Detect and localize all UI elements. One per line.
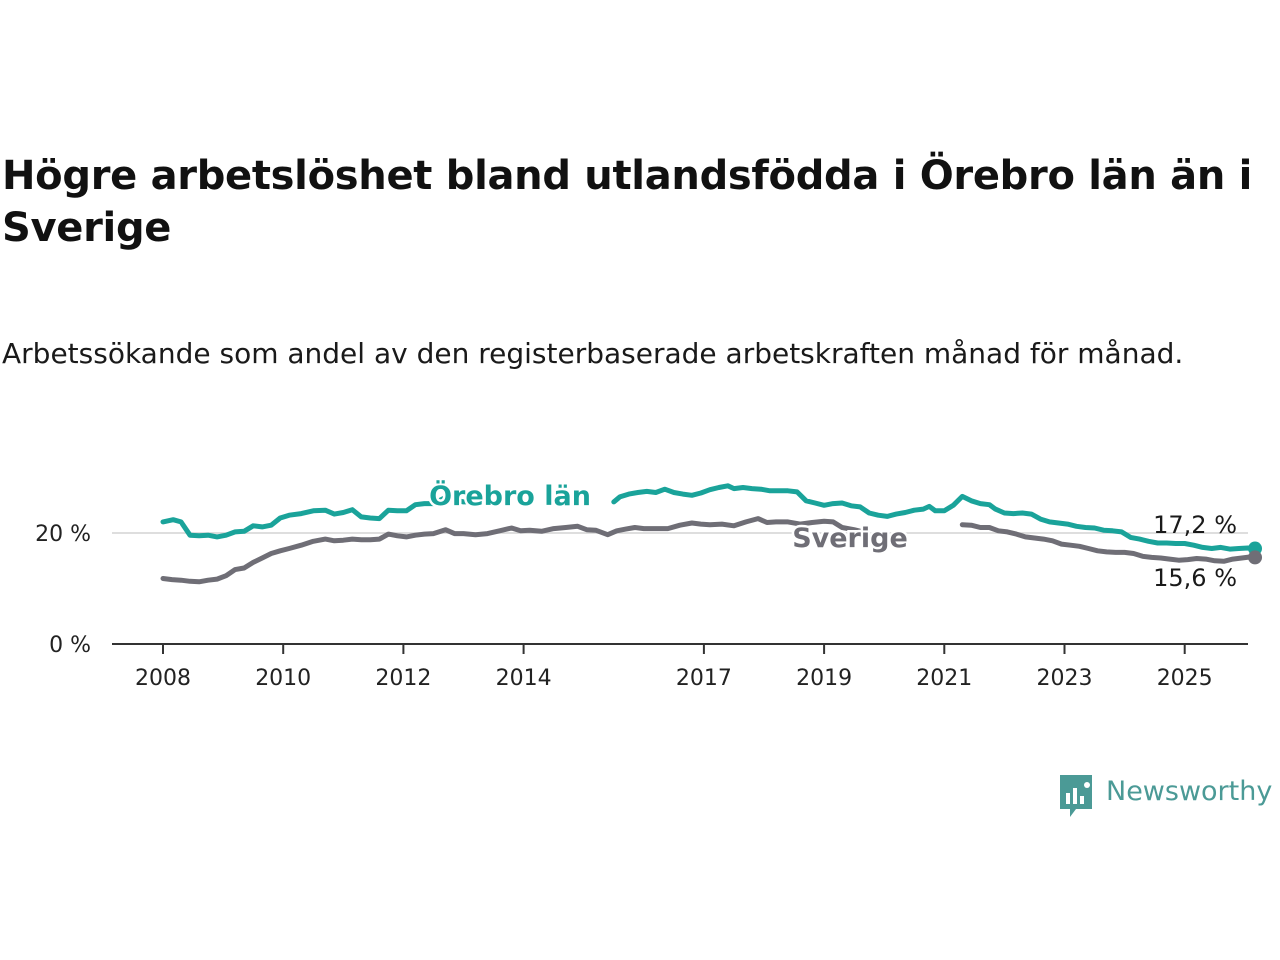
end-label-sverige: 15,6 % [1153,564,1237,592]
end-label-orebro: 17,2 % [1153,511,1237,539]
x-tick-label: 2010 [255,666,311,691]
series-label-sverige: Sverige [792,523,908,554]
brand-name: Newsworthy [1106,776,1273,807]
series-line-sverige [959,522,1258,564]
x-tick-label: 2023 [1037,666,1093,691]
x-tick-label: 2019 [796,666,852,691]
y-tick-label: 20 % [35,522,91,547]
x-tick-label: 2021 [916,666,972,691]
series-line-sverige [160,516,866,585]
y-tick-label: 0 % [49,633,91,658]
x-tick-label: 2008 [135,666,191,691]
chart-subtitle: Arbetssökande som andel av den registerb… [2,337,1184,370]
end-point-sverige [1248,550,1263,565]
chart-title: Högre arbetslöshet bland utlandsfödda i … [2,153,1253,251]
x-tick-label: 2017 [676,666,732,691]
x-tick-label: 2012 [375,666,431,691]
series-line-orebro [160,495,484,540]
series-line-orebro [611,483,1258,552]
chart-bar-speech-icon [1060,775,1092,817]
x-tick-label: 2014 [496,666,552,691]
series-label-orebro: Örebro län [429,479,591,512]
newsworthy-logo: Newsworthy [1058,773,1280,819]
x-tick-label: 2025 [1157,666,1213,691]
